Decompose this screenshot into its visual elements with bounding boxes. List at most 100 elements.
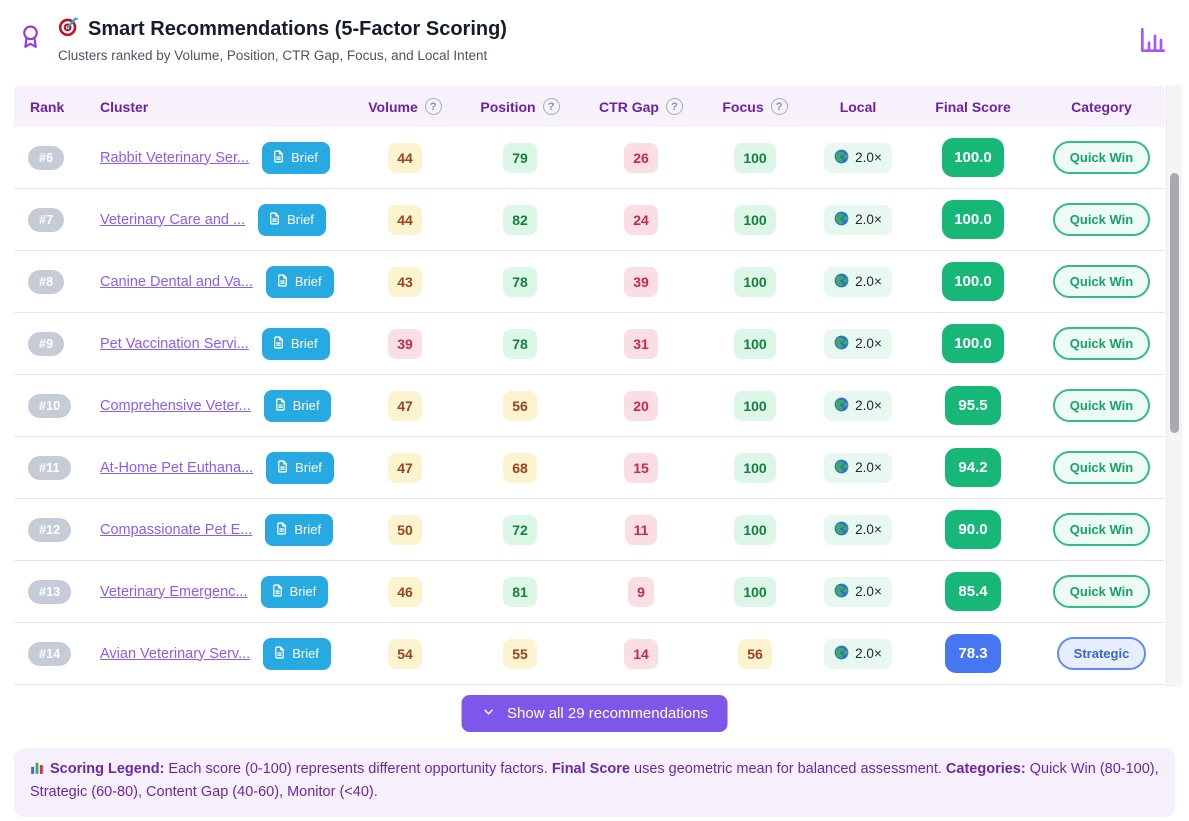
cluster-link[interactable]: Rabbit Veterinary Ser...: [100, 149, 250, 166]
brief-button[interactable]: Brief: [260, 575, 329, 608]
bar-chart-small-icon: [30, 761, 44, 782]
rank-cell: #8: [14, 269, 100, 294]
globe-icon: [834, 211, 849, 229]
position-badge: 81: [503, 576, 537, 607]
show-all-button-label: Show all 29 recommendations: [507, 705, 708, 722]
scrollbar-thumb[interactable]: [1170, 173, 1179, 433]
brief-button[interactable]: Brief: [265, 513, 334, 546]
brief-button-label: Brief: [290, 336, 318, 351]
ctr-gap-badge: 24: [624, 204, 658, 235]
volume-badge: 47: [388, 452, 422, 483]
cluster-cell: Avian Veterinary Serv... Brief: [100, 637, 350, 670]
document-icon: [272, 149, 285, 167]
document-icon: [276, 459, 289, 477]
table-row: #14 Avian Veterinary Serv... Brief 54 55…: [14, 623, 1165, 685]
cluster-cell: Comprehensive Veter... Brief: [100, 389, 350, 422]
rank-badge: #10: [28, 393, 72, 418]
legend-bold-final-score: Final Score: [551, 761, 630, 777]
legend-text-1: Each score (0-100) represents different …: [164, 761, 552, 777]
cluster-link[interactable]: At-Home Pet Euthana...: [100, 459, 254, 476]
question-circle-icon[interactable]: ?: [542, 98, 560, 115]
brief-button[interactable]: Brief: [262, 141, 330, 174]
cluster-link[interactable]: Pet Vaccination Servi...: [100, 335, 249, 352]
final-score-badge: 85.4: [945, 572, 1001, 611]
table-row: #12 Compassionate Pet E... Brief 50 72 1…: [14, 499, 1165, 561]
cluster-link[interactable]: Avian Veterinary Serv...: [100, 645, 251, 662]
globe-icon: [834, 521, 849, 539]
cluster-link[interactable]: Compassionate Pet E...: [100, 521, 253, 538]
table-row: #10 Comprehensive Veter... Brief 47 56 2…: [14, 375, 1165, 437]
brief-button[interactable]: Brief: [263, 637, 331, 670]
column-header-cluster: Cluster: [100, 98, 149, 115]
position-badge: 55: [503, 638, 537, 669]
question-circle-icon[interactable]: ?: [665, 98, 683, 115]
category-pill: Quick Win: [1052, 265, 1151, 298]
cluster-link[interactable]: Comprehensive Veter...: [100, 397, 251, 414]
brief-button[interactable]: Brief: [265, 265, 334, 298]
brief-button-label: Brief: [295, 460, 322, 475]
globe-icon: [834, 149, 849, 167]
local-pill: 2.0×: [824, 638, 892, 669]
brief-button[interactable]: Brief: [261, 327, 330, 360]
cluster-link[interactable]: Veterinary Emergenc...: [100, 583, 248, 600]
ctr-gap-badge: 15: [624, 452, 658, 483]
position-badge: 82: [503, 204, 537, 235]
focus-badge: 100: [734, 328, 776, 359]
cluster-link[interactable]: Veterinary Care and ...: [100, 211, 246, 228]
focus-badge: 100: [734, 266, 776, 297]
table-row: #13 Veterinary Emergenc... Brief 46 81 9…: [14, 561, 1165, 623]
column-header-volume-label: Volume: [368, 98, 418, 115]
page-header: Smart Recommendations (5-Factor Scoring)…: [0, 0, 1189, 63]
globe-icon: [834, 397, 849, 415]
focus-badge: 100: [734, 576, 776, 607]
local-pill: 2.0×: [824, 576, 892, 607]
show-all-button[interactable]: Show all 29 recommendations: [461, 695, 728, 732]
rank-badge: #11: [28, 455, 71, 480]
question-circle-icon[interactable]: ?: [770, 98, 788, 115]
legend-text-2: uses geometric mean for balanced assessm…: [629, 761, 946, 777]
local-pill: 2.0×: [824, 452, 892, 483]
local-multiplier: 2.0×: [855, 460, 882, 475]
brief-button-label: Brief: [289, 584, 317, 599]
cluster-cell: At-Home Pet Euthana... Brief: [100, 451, 350, 484]
rank-cell: #12: [14, 517, 100, 542]
bar-chart-icon[interactable]: [1135, 22, 1171, 61]
cluster-link[interactable]: Canine Dental and Va...: [100, 273, 253, 290]
volume-badge: 47: [388, 390, 422, 421]
rank-cell: #6: [14, 145, 100, 170]
final-score-badge: 95.5: [945, 386, 1001, 425]
document-icon: [274, 397, 287, 415]
cluster-cell: Canine Dental and Va... Brief: [100, 265, 350, 298]
legend-bold-scoring: Scoring Legend:: [50, 761, 165, 777]
brief-button-label: Brief: [287, 212, 314, 227]
scrollbar-track[interactable]: [1166, 85, 1182, 687]
volume-badge: 44: [388, 142, 422, 173]
table-row: #9 Pet Vaccination Servi... Brief 39 78 …: [14, 313, 1165, 375]
local-multiplier: 2.0×: [855, 212, 882, 227]
focus-badge: 56: [738, 638, 772, 669]
brief-button[interactable]: Brief: [263, 389, 332, 422]
legend-bold-categories: Categories:: [945, 761, 1026, 777]
final-score-badge: 78.3: [945, 634, 1001, 673]
column-header-ctr-gap: CTR Gap ?: [580, 98, 702, 115]
position-badge: 72: [503, 514, 537, 545]
document-icon: [276, 273, 289, 291]
volume-badge: 50: [388, 514, 422, 545]
local-multiplier: 2.0×: [855, 274, 882, 289]
column-header-volume: Volume ?: [350, 98, 460, 115]
brief-button[interactable]: Brief: [266, 451, 334, 484]
globe-icon: [834, 583, 849, 601]
position-badge: 68: [503, 452, 537, 483]
final-score-badge: 100.0: [942, 324, 1004, 363]
document-icon: [271, 583, 284, 601]
category-pill: Strategic: [1056, 637, 1147, 670]
ctr-gap-badge: 9: [628, 576, 654, 607]
local-pill: 2.0×: [824, 204, 892, 235]
brief-button[interactable]: Brief: [258, 203, 326, 236]
cluster-cell: Compassionate Pet E... Brief: [100, 513, 350, 546]
column-header-final-score: Final Score: [935, 98, 1011, 115]
volume-badge: 39: [388, 328, 422, 359]
question-circle-icon[interactable]: ?: [424, 98, 442, 115]
table-row: #8 Canine Dental and Va... Brief 43 78 3…: [14, 251, 1165, 313]
focus-badge: 100: [734, 514, 776, 545]
